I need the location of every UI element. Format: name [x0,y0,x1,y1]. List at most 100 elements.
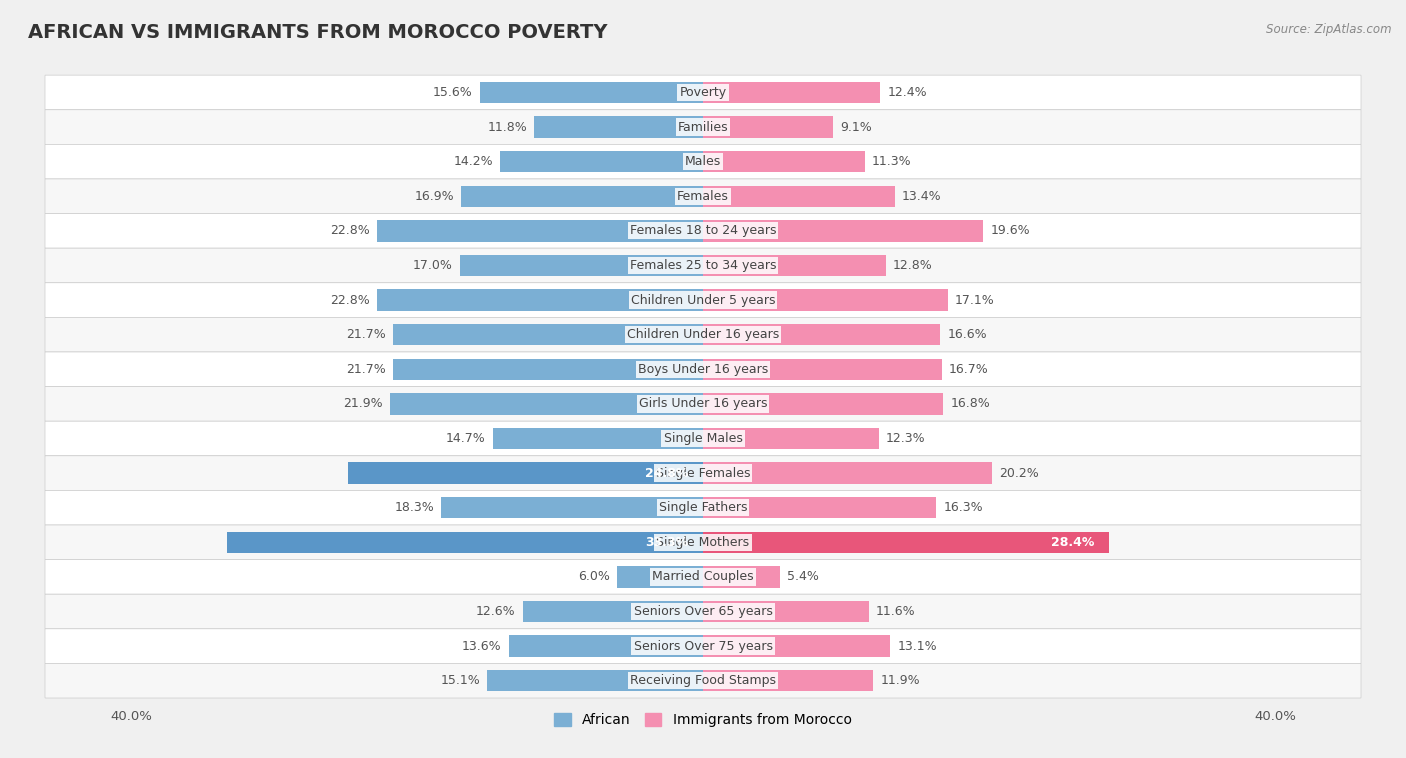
FancyBboxPatch shape [45,214,1361,248]
Bar [226,531,703,553]
Text: 11.8%: 11.8% [488,121,527,133]
Text: AFRICAN VS IMMIGRANTS FROM MOROCCO POVERTY: AFRICAN VS IMMIGRANTS FROM MOROCCO POVER… [28,23,607,42]
Bar [494,428,703,449]
Bar [703,670,873,691]
Bar [486,670,703,691]
FancyBboxPatch shape [45,387,1361,421]
Bar [703,116,834,138]
Bar [703,428,879,449]
Bar [703,359,942,380]
Text: 6.0%: 6.0% [578,571,610,584]
Text: Single Mothers: Single Mothers [657,536,749,549]
Bar [441,497,703,518]
Text: 12.6%: 12.6% [477,605,516,618]
Text: 24.8%: 24.8% [645,467,689,480]
Text: 13.6%: 13.6% [461,640,502,653]
Text: Females: Females [678,190,728,202]
Text: Source: ZipAtlas.com: Source: ZipAtlas.com [1267,23,1392,36]
Text: 13.1%: 13.1% [897,640,936,653]
Text: 14.7%: 14.7% [446,432,485,445]
FancyBboxPatch shape [45,179,1361,214]
Text: 12.4%: 12.4% [887,86,927,99]
FancyBboxPatch shape [45,456,1361,490]
Text: 21.7%: 21.7% [346,363,385,376]
Text: 20.2%: 20.2% [1000,467,1039,480]
Text: 11.6%: 11.6% [876,605,915,618]
FancyBboxPatch shape [45,559,1361,594]
FancyBboxPatch shape [45,248,1361,283]
Bar [703,462,991,484]
Text: Children Under 16 years: Children Under 16 years [627,328,779,341]
Text: 17.0%: 17.0% [413,259,453,272]
Text: Females 18 to 24 years: Females 18 to 24 years [630,224,776,237]
Bar [392,324,703,346]
Bar [389,393,703,415]
Text: Boys Under 16 years: Boys Under 16 years [638,363,768,376]
FancyBboxPatch shape [45,629,1361,663]
Text: 12.3%: 12.3% [886,432,925,445]
Text: 15.6%: 15.6% [433,86,472,99]
Bar [703,324,941,346]
Text: 11.9%: 11.9% [880,674,920,688]
Bar [617,566,703,587]
Text: Males: Males [685,155,721,168]
Text: 11.3%: 11.3% [872,155,911,168]
FancyBboxPatch shape [45,144,1361,179]
Bar [703,255,886,276]
Bar [703,82,880,103]
FancyBboxPatch shape [45,110,1361,144]
FancyBboxPatch shape [45,75,1361,110]
Bar [703,151,865,172]
Text: 16.9%: 16.9% [415,190,454,202]
Text: 12.8%: 12.8% [893,259,934,272]
Bar [534,116,703,138]
Bar [460,255,703,276]
Text: 14.2%: 14.2% [453,155,494,168]
Bar [377,220,703,242]
Bar [703,186,894,207]
Text: 5.4%: 5.4% [787,571,820,584]
Text: 16.8%: 16.8% [950,397,990,410]
Bar [703,635,890,657]
Text: 28.4%: 28.4% [1052,536,1095,549]
Text: Seniors Over 75 years: Seniors Over 75 years [634,640,772,653]
Text: 16.6%: 16.6% [948,328,987,341]
Text: Single Males: Single Males [664,432,742,445]
Text: 16.3%: 16.3% [943,501,983,514]
Bar [479,82,703,103]
Text: Children Under 5 years: Children Under 5 years [631,293,775,306]
Text: 17.1%: 17.1% [955,293,994,306]
Legend: African, Immigrants from Morocco: African, Immigrants from Morocco [548,708,858,733]
Text: 22.8%: 22.8% [330,224,370,237]
Bar [501,151,703,172]
Text: Receiving Food Stamps: Receiving Food Stamps [630,674,776,688]
Text: Single Females: Single Females [655,467,751,480]
Text: Single Fathers: Single Fathers [659,501,747,514]
FancyBboxPatch shape [45,663,1361,698]
Bar [523,601,703,622]
Bar [703,220,983,242]
Text: 15.1%: 15.1% [440,674,479,688]
Text: Seniors Over 65 years: Seniors Over 65 years [634,605,772,618]
Text: 33.3%: 33.3% [645,536,689,549]
Text: Families: Families [678,121,728,133]
Bar [461,186,703,207]
Text: 18.3%: 18.3% [395,501,434,514]
Bar [509,635,703,657]
FancyBboxPatch shape [45,490,1361,525]
FancyBboxPatch shape [45,318,1361,352]
Bar [703,601,869,622]
Bar [703,531,1109,553]
Text: Girls Under 16 years: Girls Under 16 years [638,397,768,410]
FancyBboxPatch shape [45,352,1361,387]
Bar [349,462,703,484]
Text: Married Couples: Married Couples [652,571,754,584]
Text: 9.1%: 9.1% [841,121,872,133]
FancyBboxPatch shape [45,594,1361,629]
Text: 22.8%: 22.8% [330,293,370,306]
Bar [703,497,936,518]
Text: 21.9%: 21.9% [343,397,382,410]
Bar [392,359,703,380]
Text: 19.6%: 19.6% [990,224,1031,237]
Bar [377,290,703,311]
